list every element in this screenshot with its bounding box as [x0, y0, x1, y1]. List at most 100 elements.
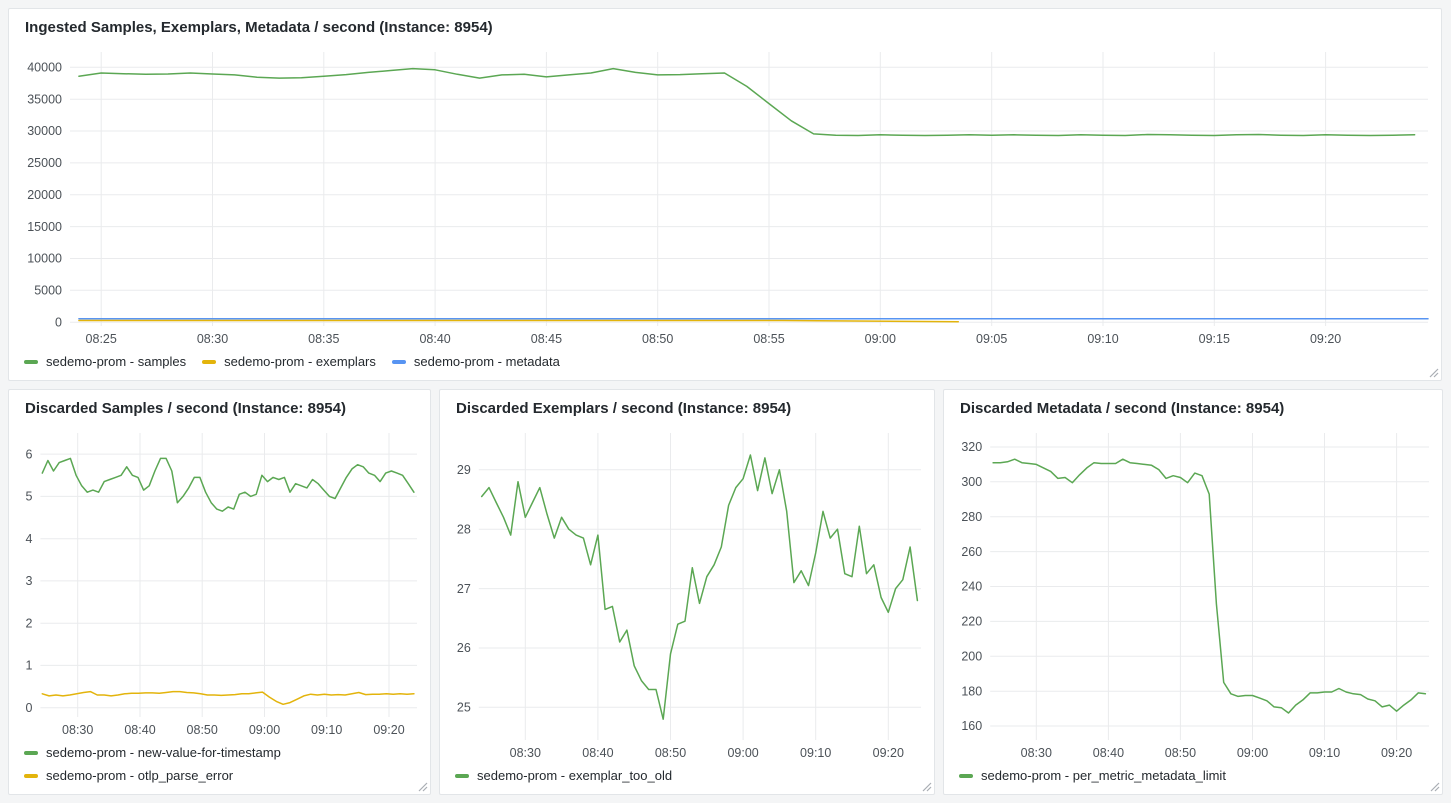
svg-text:09:20: 09:20 — [1310, 332, 1341, 346]
svg-text:0: 0 — [55, 315, 62, 329]
legend-label: sedemo-prom - exemplars — [224, 354, 376, 369]
svg-text:280: 280 — [961, 510, 982, 524]
series-color-chip — [24, 773, 38, 778]
svg-text:09:00: 09:00 — [249, 723, 280, 737]
timeseries-plot[interactable]: 08:30 08:40 08:50 09:00 09:10 09:20 160 180 200 2… — [944, 421, 1442, 764]
panel-discarded-metadata: Discarded Metadata / second (Instance: 8… — [943, 389, 1443, 795]
chart-legend: sedemo-prom - per_metric_metadata_limit — [944, 764, 1442, 794]
chart-legend: sedemo-prom - samples sedemo-prom - exemp… — [9, 350, 1441, 380]
svg-text:08:30: 08:30 — [510, 746, 541, 760]
legend-label: sedemo-prom - samples — [46, 354, 187, 369]
svg-text:09:20: 09:20 — [873, 746, 904, 760]
svg-text:220: 220 — [961, 615, 982, 629]
svg-text:08:50: 08:50 — [187, 723, 218, 737]
chart-legend: sedemo-prom - new-value-for-timestamp sed… — [9, 741, 430, 794]
svg-text:08:40: 08:40 — [124, 723, 155, 737]
panel-title: Discarded Metadata / second (Instance: 8… — [960, 400, 1285, 417]
svg-text:09:20: 09:20 — [373, 723, 404, 737]
svg-text:260: 260 — [961, 545, 982, 559]
svg-text:26: 26 — [457, 641, 471, 655]
svg-text:09:10: 09:10 — [800, 746, 831, 760]
legend-item[interactable]: sedemo-prom - exemplars — [202, 352, 376, 371]
panel-discarded-samples: Discarded Samples / second (Instance: 89… — [8, 389, 431, 795]
svg-text:08:30: 08:30 — [62, 723, 93, 737]
legend-item[interactable]: sedemo-prom - exemplar_too_old — [455, 766, 672, 785]
svg-text:08:35: 08:35 — [308, 332, 339, 346]
legend-label: sedemo-prom - exemplar_too_old — [477, 768, 673, 783]
timeseries-chart[interactable]: 08:30 08:40 08:50 09:00 09:10 09:20 160 180 200 2… — [944, 421, 1442, 764]
svg-text:5: 5 — [25, 490, 32, 504]
timeseries-plot[interactable]: 08:30 08:40 08:50 09:00 09:10 09:20 25 26 27 28 29 — [440, 421, 934, 764]
svg-text:2: 2 — [25, 616, 32, 630]
legend-label: sedemo-prom - otlp_parse_error — [46, 768, 234, 783]
svg-text:08:45: 08:45 — [531, 332, 562, 346]
legend-label: sedemo-prom - metadata — [413, 354, 560, 369]
series-color-chip — [391, 359, 406, 364]
panel-discarded-exemplars: Discarded Exemplars / second (Instance: … — [439, 389, 935, 795]
timeseries-plot[interactable]: 08:30 08:40 08:50 09:00 09:10 09:20 0 1 2 3 4 5 6 — [9, 421, 430, 741]
series-color-chip — [959, 773, 973, 778]
svg-text:09:20: 09:20 — [1381, 746, 1412, 760]
svg-text:30000: 30000 — [27, 124, 62, 138]
panel-ingested-rate: Ingested Samples, Exemplars, Metadata / … — [8, 8, 1442, 381]
timeseries-chart[interactable]: 08:25 08:30 08:35 08:40 08:45 08:50 08:55 09:00… — [9, 40, 1441, 350]
legend-label: sedemo-prom - per_metric_metadata_limit — [981, 768, 1226, 783]
svg-text:08:40: 08:40 — [1093, 746, 1124, 760]
panel-resize-handle-icon[interactable] — [920, 780, 932, 792]
legend-item[interactable]: sedemo-prom - metadata — [391, 352, 560, 371]
svg-text:08:50: 08:50 — [1165, 746, 1196, 760]
svg-text:08:30: 08:30 — [197, 332, 228, 346]
svg-text:200: 200 — [961, 650, 982, 664]
svg-text:300: 300 — [961, 475, 982, 489]
svg-text:29: 29 — [457, 463, 471, 477]
svg-text:180: 180 — [961, 684, 982, 698]
panel-resize-handle-icon[interactable] — [1427, 366, 1439, 378]
legend-label: sedemo-prom - new-value-for-timestamp — [46, 745, 281, 760]
svg-text:6: 6 — [25, 447, 32, 461]
svg-text:1: 1 — [25, 659, 32, 673]
svg-text:28: 28 — [457, 522, 471, 536]
svg-text:08:50: 08:50 — [642, 332, 673, 346]
panel-resize-handle-icon[interactable] — [1428, 780, 1440, 792]
svg-text:4: 4 — [25, 532, 32, 546]
svg-text:240: 240 — [961, 580, 982, 594]
svg-text:27: 27 — [457, 582, 471, 596]
legend-item[interactable]: sedemo-prom - samples — [24, 352, 186, 371]
timeseries-chart[interactable]: 08:30 08:40 08:50 09:00 09:10 09:20 25 26 27 28 29 — [440, 421, 934, 764]
svg-text:25: 25 — [457, 701, 471, 715]
chart-legend: sedemo-prom - exemplar_too_old — [440, 764, 934, 794]
series-color-chip — [24, 750, 38, 755]
svg-text:3: 3 — [25, 574, 32, 588]
svg-text:08:55: 08:55 — [753, 332, 784, 346]
timeseries-plot[interactable]: 08:25 08:30 08:35 08:40 08:45 08:50 08:55 09:00… — [9, 40, 1441, 350]
svg-text:35000: 35000 — [27, 92, 62, 106]
panel-resize-handle-icon[interactable] — [416, 780, 428, 792]
series-color-chip — [24, 359, 38, 364]
svg-text:20000: 20000 — [27, 188, 62, 202]
svg-text:15000: 15000 — [27, 220, 62, 234]
svg-text:0: 0 — [25, 701, 32, 715]
svg-text:08:30: 08:30 — [1021, 746, 1052, 760]
svg-text:40000: 40000 — [27, 61, 62, 75]
svg-text:09:00: 09:00 — [865, 332, 896, 346]
legend-item[interactable]: sedemo-prom - per_metric_metadata_limit — [959, 766, 1226, 785]
svg-text:09:00: 09:00 — [1237, 746, 1268, 760]
svg-text:320: 320 — [961, 440, 982, 454]
legend-item[interactable]: sedemo-prom - otlp_parse_error — [24, 766, 233, 785]
legend-item[interactable]: sedemo-prom - new-value-for-timestamp — [24, 743, 281, 762]
svg-text:09:10: 09:10 — [1087, 332, 1118, 346]
svg-text:08:50: 08:50 — [655, 746, 686, 760]
svg-text:160: 160 — [961, 719, 982, 733]
svg-text:10000: 10000 — [27, 252, 62, 266]
svg-text:09:10: 09:10 — [1309, 746, 1340, 760]
series-color-chip — [455, 773, 469, 778]
panel-title: Discarded Samples / second (Instance: 89… — [25, 400, 346, 417]
svg-text:5000: 5000 — [34, 284, 62, 298]
panel-title: Ingested Samples, Exemplars, Metadata / … — [25, 19, 493, 36]
series-color-chip — [202, 359, 217, 364]
timeseries-chart[interactable]: 08:30 08:40 08:50 09:00 09:10 09:20 0 1 2 3 4 5 6 — [9, 421, 430, 741]
svg-text:25000: 25000 — [27, 156, 62, 170]
svg-text:08:40: 08:40 — [582, 746, 613, 760]
svg-text:08:40: 08:40 — [419, 332, 450, 346]
